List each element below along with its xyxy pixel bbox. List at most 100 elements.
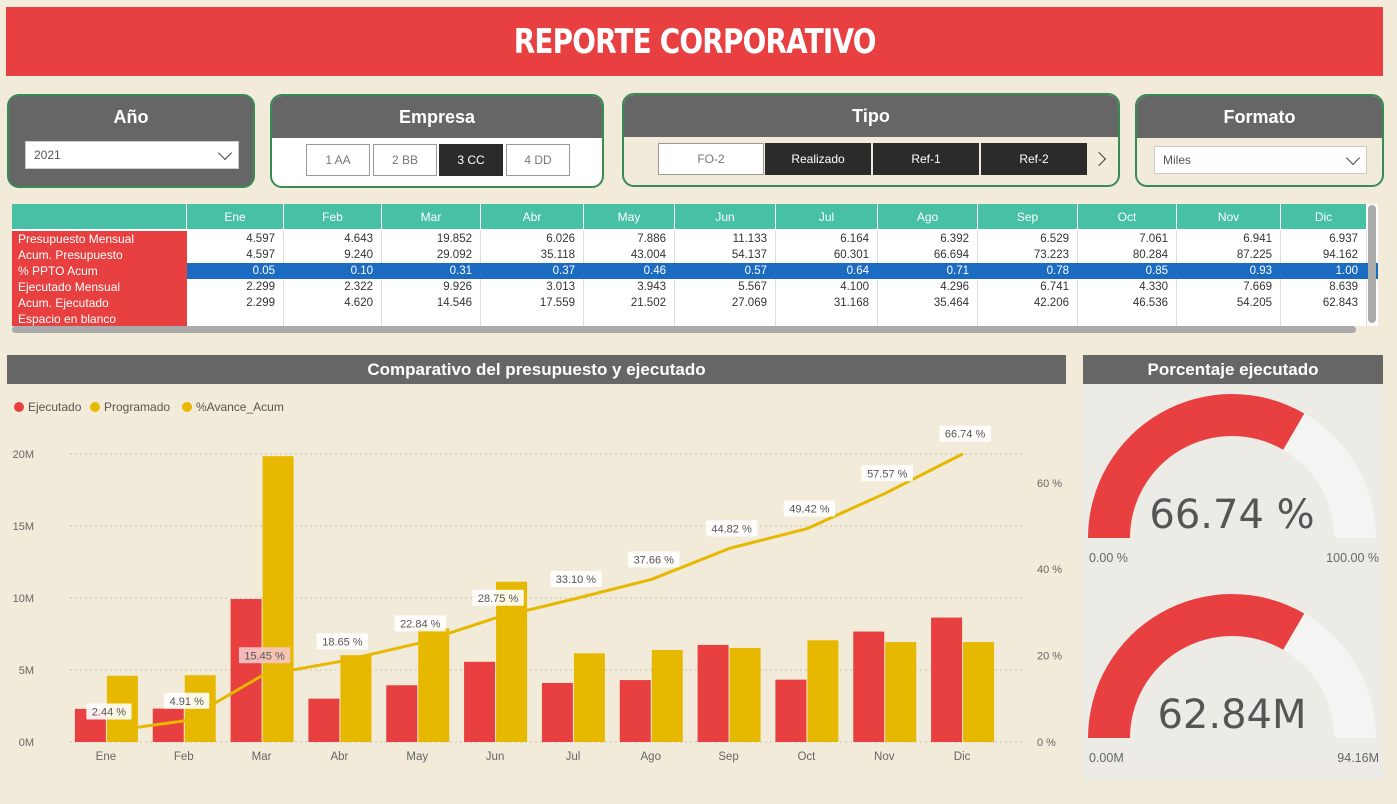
matrix-cell: 60.301 bbox=[776, 247, 878, 263]
y-right-tick-label: 20 % bbox=[1037, 651, 1062, 663]
matrix-cell: 46.536 bbox=[1078, 295, 1177, 311]
avance-polyline bbox=[106, 452, 964, 733]
matrix-column-header[interactable]: Ago bbox=[878, 204, 978, 229]
line-data-labels: 2.44 % 4.91 % 15.45 % 18.65 % 22.84 % 28.75 %… bbox=[86, 425, 991, 720]
matrix-cell: 29.092 bbox=[382, 247, 481, 263]
matrix-column-header[interactable]: Dic bbox=[1281, 204, 1367, 229]
matrix-cell: 4.620 bbox=[284, 295, 382, 311]
matrix-vertical-scrollbar[interactable] bbox=[1368, 205, 1376, 323]
bar-programado bbox=[573, 653, 605, 742]
matrix-cell bbox=[1078, 311, 1177, 326]
anio-label: Año bbox=[9, 96, 253, 138]
matrix-cell: 0.64 bbox=[776, 263, 878, 279]
x-tick-label: May bbox=[406, 751, 428, 763]
bar-ejecutado bbox=[230, 599, 262, 742]
matrix-column-header[interactable]: Mar bbox=[382, 204, 481, 229]
matrix-column-header[interactable]: Nov bbox=[1177, 204, 1281, 229]
matrix-cell bbox=[382, 311, 481, 326]
matrix-column-header[interactable]: May bbox=[584, 204, 675, 229]
data-label-bg bbox=[628, 551, 680, 568]
matrix-cell: 66.694 bbox=[878, 247, 978, 263]
matrix-cell: 2.322 bbox=[284, 279, 382, 295]
matrix-cell: 0.85 bbox=[1078, 263, 1177, 279]
matrix-cell bbox=[776, 311, 878, 326]
tipo-option-realizado[interactable]: Realizado bbox=[765, 143, 871, 175]
legend-marker bbox=[90, 402, 100, 412]
x-tick-label: Ene bbox=[96, 751, 116, 763]
amount-gauge-value: 62.84M bbox=[1157, 692, 1306, 738]
matrix-horizontal-scrollbar[interactable] bbox=[12, 326, 1356, 333]
matrix-cell: 14.546 bbox=[382, 295, 481, 311]
bar-ejecutado bbox=[697, 644, 729, 742]
bar-programado bbox=[340, 655, 372, 742]
x-tick-label: Jul bbox=[566, 751, 581, 763]
matrix-cell: 4.597 bbox=[187, 231, 284, 247]
matrix-column-header[interactable]: Feb bbox=[284, 204, 382, 229]
x-tick-label: Mar bbox=[252, 751, 272, 763]
pct-gauge-min-label: 0.00 % bbox=[1089, 551, 1128, 565]
matrix-cell: 27.069 bbox=[675, 295, 776, 311]
y-tick-label: 5M bbox=[19, 665, 34, 677]
data-label-bg bbox=[316, 633, 369, 650]
bar-ejecutado bbox=[619, 680, 651, 742]
amount-gauge-fill bbox=[1088, 594, 1305, 738]
bar-programado bbox=[729, 647, 761, 742]
matrix-column-header[interactable]: Jun bbox=[675, 204, 776, 229]
formato-dropdown[interactable]: Miles bbox=[1154, 146, 1367, 174]
bar-programado bbox=[496, 581, 528, 742]
line-data-label: 28.75 % bbox=[478, 593, 519, 605]
bar-ejecutado bbox=[775, 679, 807, 742]
matrix-cell: 42.206 bbox=[978, 295, 1078, 311]
matrix-row-label: Acum. Presupuesto bbox=[12, 247, 187, 263]
matrix-cell: 0.10 bbox=[284, 263, 382, 279]
pct-gauge-max-label: 100.00 % bbox=[1326, 551, 1379, 565]
matrix-cell bbox=[284, 311, 382, 326]
line-data-label: 57.57 % bbox=[867, 468, 908, 480]
y-axis-right: 0 % 20 % 40 % 60 % bbox=[1037, 478, 1062, 749]
bar-ejecutado bbox=[541, 682, 573, 742]
line-data-label: 15.45 % bbox=[244, 650, 285, 662]
matrix-cell: 6.941 bbox=[1177, 231, 1281, 247]
matrix-cell bbox=[978, 311, 1078, 326]
formato-value: Miles bbox=[1163, 153, 1192, 167]
chevron-down-icon bbox=[1345, 150, 1361, 166]
y-right-tick-label: 40 % bbox=[1037, 564, 1062, 576]
bar-ejecutado bbox=[931, 617, 963, 742]
matrix-column-header[interactable]: Oct bbox=[1078, 204, 1177, 229]
matrix-cell: 54.137 bbox=[675, 247, 776, 263]
matrix-cell: 4.296 bbox=[878, 279, 978, 295]
matrix-cell: 6.529 bbox=[978, 231, 1078, 247]
data-label-bg bbox=[394, 615, 446, 632]
x-axis: Ene Feb Mar Abr May Jun Jul Ago Sep Oct Nov Dic bbox=[96, 751, 971, 763]
empresa-option-3cc[interactable]: 3 CC bbox=[439, 144, 503, 176]
matrix-column-header[interactable]: Ene bbox=[187, 204, 284, 229]
empresa-option-4dd[interactable]: 4 DD bbox=[506, 144, 570, 176]
tipo-option-fo2[interactable]: FO-2 bbox=[658, 143, 764, 175]
matrix-cell: 2.299 bbox=[187, 279, 284, 295]
empresa-option-1aa[interactable]: 1 AA bbox=[306, 144, 370, 176]
matrix-cell bbox=[878, 311, 978, 326]
empresa-option-2bb[interactable]: 2 BB bbox=[373, 144, 437, 176]
matrix-column-header[interactable]: Jul bbox=[776, 204, 878, 229]
amount-gauge-min-label: 0.00M bbox=[1089, 751, 1124, 765]
tipo-option-ref2[interactable]: Ref-2 bbox=[981, 143, 1087, 175]
x-tick-label: Jun bbox=[486, 751, 505, 763]
x-tick-label: Abr bbox=[330, 751, 348, 763]
y-right-tick-label: 0 % bbox=[1037, 737, 1056, 749]
matrix-cell: 0.37 bbox=[481, 263, 584, 279]
matrix-cell: 6.741 bbox=[978, 279, 1078, 295]
budget-matrix: Ene Feb Mar Abr May Jun Jul Ago Sep Oct Nov Dic Pres… bbox=[12, 204, 1378, 326]
anio-dropdown[interactable]: 2021 bbox=[25, 141, 239, 169]
chevron-right-icon[interactable] bbox=[1091, 151, 1107, 167]
matrix-column-header[interactable]: Sep bbox=[978, 204, 1078, 229]
bar-ejecutado bbox=[308, 698, 340, 742]
y-tick-label: 10M bbox=[13, 593, 34, 605]
legend-label: %Avance_Acum bbox=[196, 400, 284, 414]
chart-bars bbox=[74, 456, 995, 742]
matrix-cell: 73.223 bbox=[978, 247, 1078, 263]
tipo-option-ref1[interactable]: Ref-1 bbox=[873, 143, 979, 175]
avance-line bbox=[106, 452, 964, 733]
matrix-cell: 87.225 bbox=[1177, 247, 1281, 263]
legend-marker bbox=[182, 402, 192, 412]
matrix-column-header[interactable]: Abr bbox=[481, 204, 584, 229]
